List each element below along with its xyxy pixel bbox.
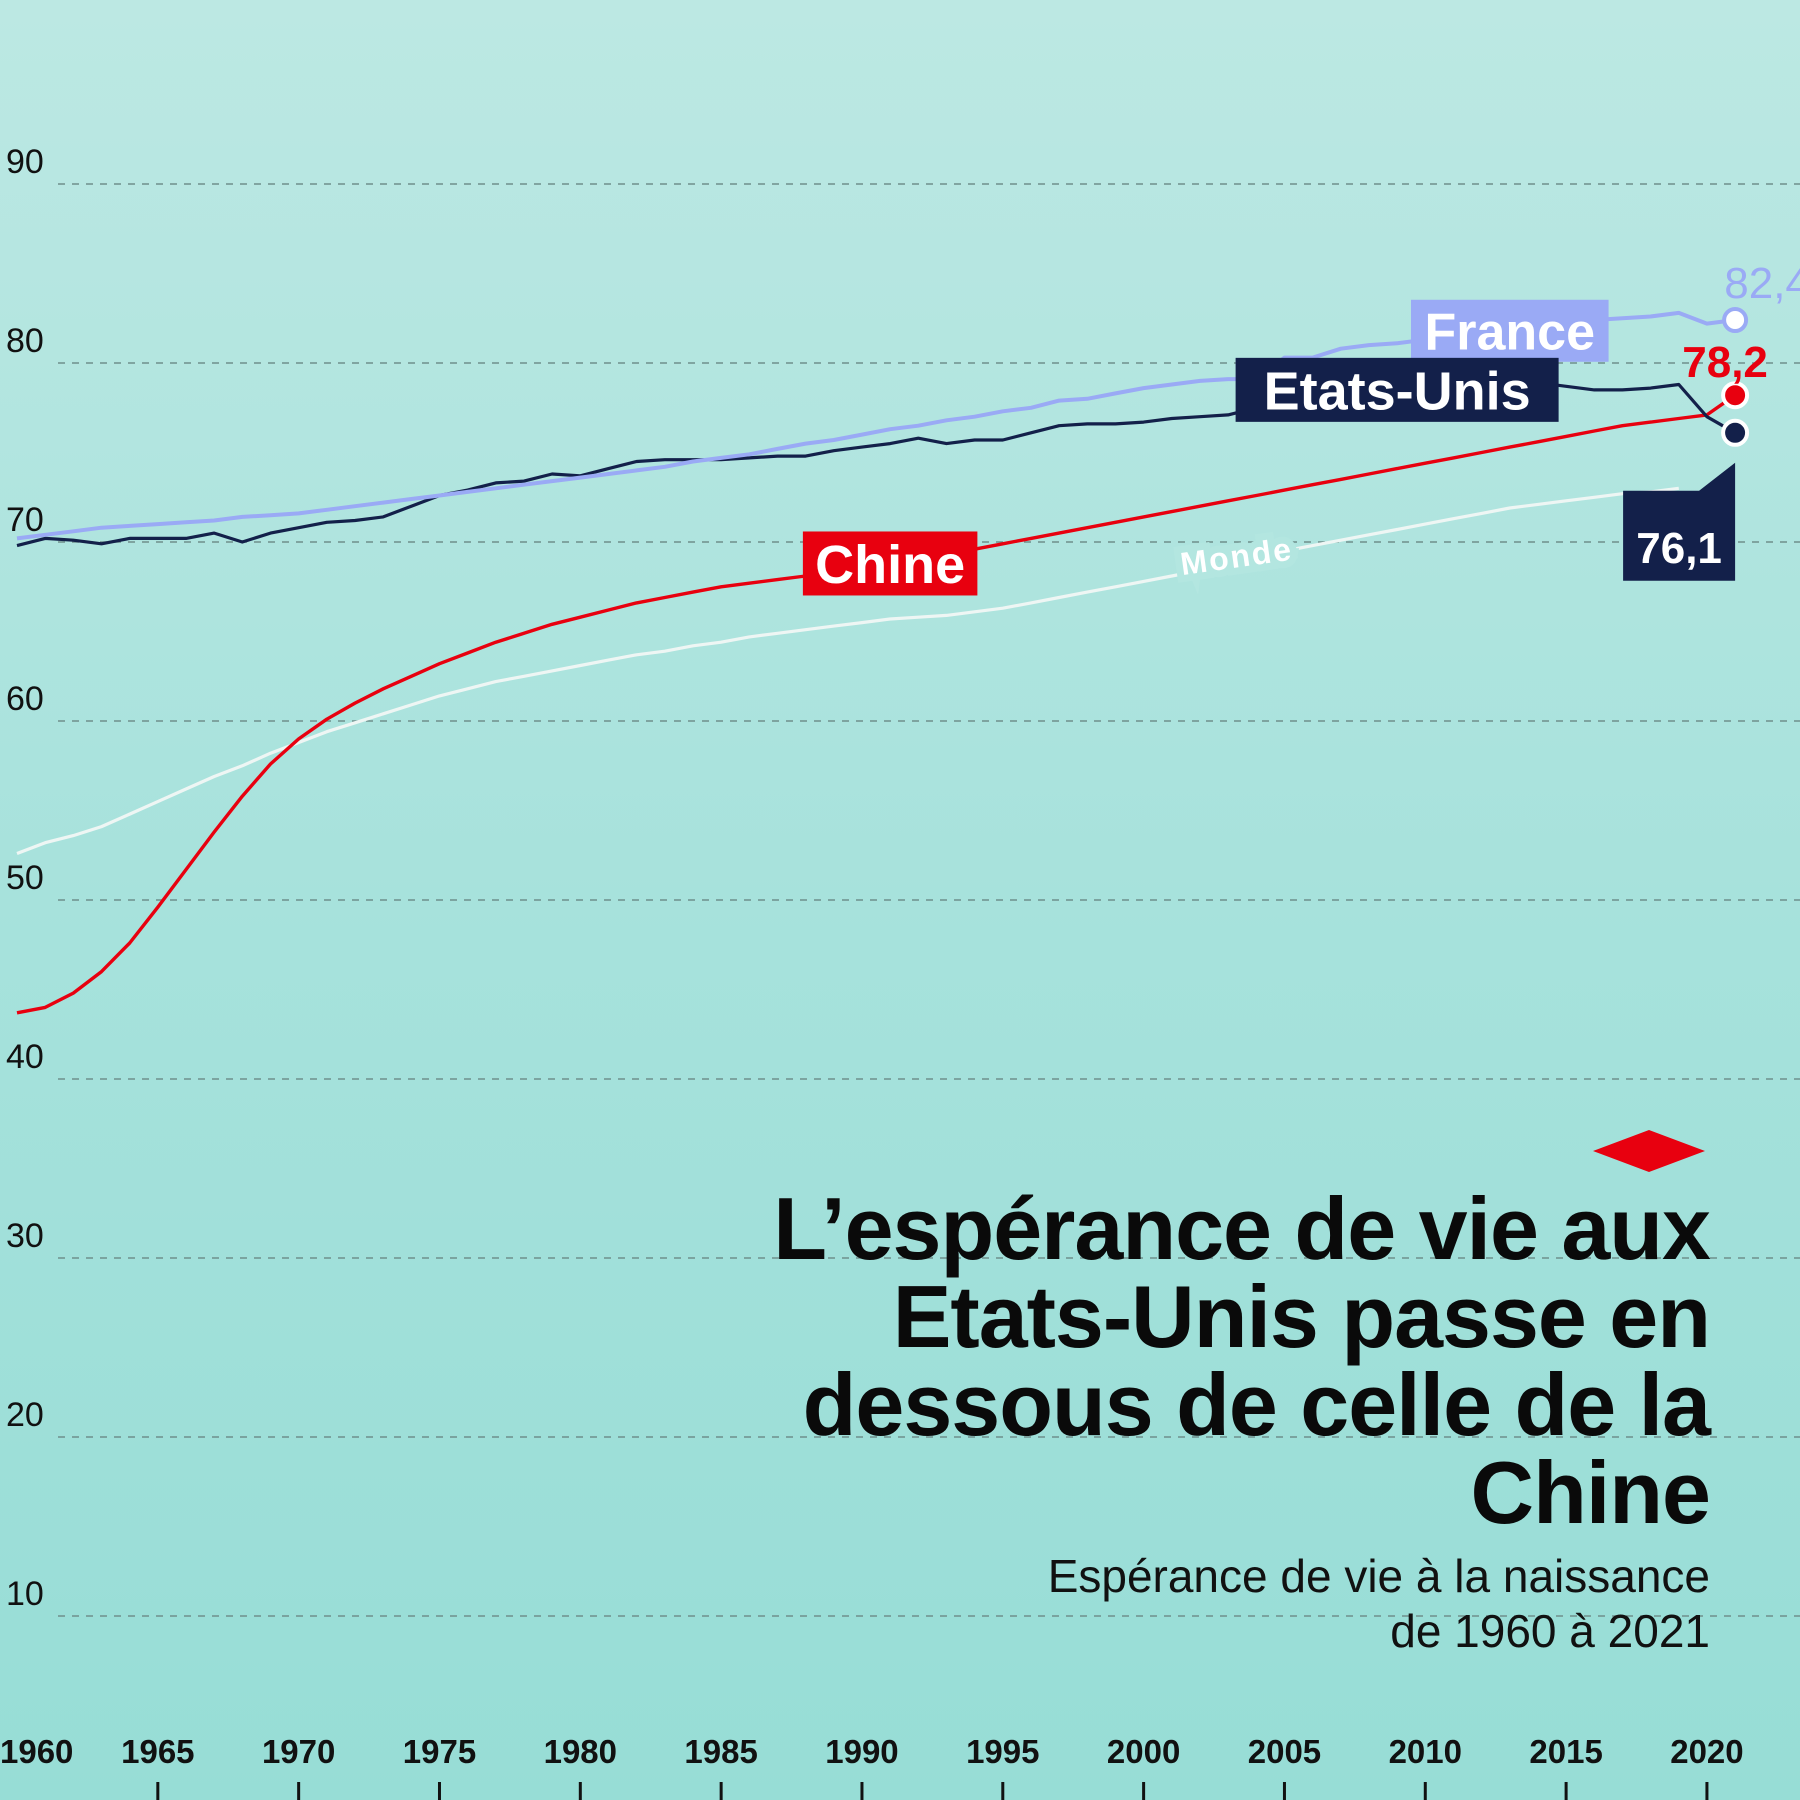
x-tick-label-1980: 1980: [544, 1733, 617, 1770]
label-france: France: [1425, 304, 1596, 362]
y-tick-label-40: 40: [6, 1038, 44, 1076]
y-tick-label-20: 20: [6, 1396, 44, 1434]
x-tick-label-1975: 1975: [403, 1733, 476, 1770]
y-axis: 10 20 30 40 50 60 70 80 90: [6, 143, 44, 1613]
x-tick-label-1970: 1970: [262, 1733, 335, 1770]
value-label-france: 82,4: [1724, 259, 1800, 308]
line-chine: [16, 393, 1737, 1015]
y-tick-label-10: 10: [6, 1575, 44, 1613]
value-label-chine: 78,2: [1682, 338, 1768, 387]
y-tick-label-30: 30: [6, 1217, 44, 1255]
y-tick-label-50: 50: [6, 859, 44, 897]
label-etats-unis: Etats-Unis: [1264, 361, 1531, 421]
chart-subtitle: Espérance de vie à la naissance de 1960 …: [610, 1549, 1710, 1659]
x-axis: 1960 1965 1970 1975 1980 1985 1990 1995 2000 2005…: [0, 1733, 1744, 1800]
end-point-etats-unis: [1721, 418, 1750, 447]
y-tick-label-90: 90: [6, 143, 44, 181]
chart-title: L’espérance de vie aux Etats-Unis passe …: [773, 1179, 1711, 1542]
end-point-chine: [1721, 381, 1750, 410]
y-tick-label-80: 80: [6, 322, 44, 360]
title-block: L’espérance de vie aux Etats-Unis passe …: [610, 1179, 1711, 1659]
value-callout-etats-unis: [1623, 462, 1736, 581]
label-monde: Monde: [1178, 531, 1295, 582]
red-diamond-logo: [1593, 1130, 1705, 1172]
label-box-chine: [802, 531, 978, 596]
subtitle-line-2: de 1960 à 2021: [1390, 1605, 1710, 1657]
label-box-etats-unis: [1235, 357, 1559, 422]
x-tick-label-1990: 1990: [825, 1733, 898, 1770]
y-tick-label-70: 70: [6, 501, 44, 539]
x-tick-label-2015: 2015: [1529, 1733, 1602, 1770]
x-tick-label-1960: 1960: [0, 1733, 73, 1770]
x-tick-label-1965: 1965: [121, 1733, 194, 1770]
value-label-etats-unis: 76,1: [1636, 524, 1722, 573]
end-point-france: [1722, 307, 1749, 334]
x-tick-label-2010: 2010: [1389, 1733, 1462, 1770]
y-tick-label-60: 60: [6, 680, 44, 718]
label-box-france: [1410, 299, 1609, 362]
x-tick-label-2000: 2000: [1107, 1733, 1180, 1770]
x-tick-label-2005: 2005: [1248, 1733, 1321, 1770]
x-tick-label-1995: 1995: [966, 1733, 1039, 1770]
x-tick-label-2020: 2020: [1670, 1733, 1743, 1770]
x-tick-label-1985: 1985: [684, 1733, 757, 1770]
subtitle-line-1: Espérance de vie à la naissance: [1047, 1550, 1710, 1602]
label-chine: Chine: [815, 535, 965, 595]
